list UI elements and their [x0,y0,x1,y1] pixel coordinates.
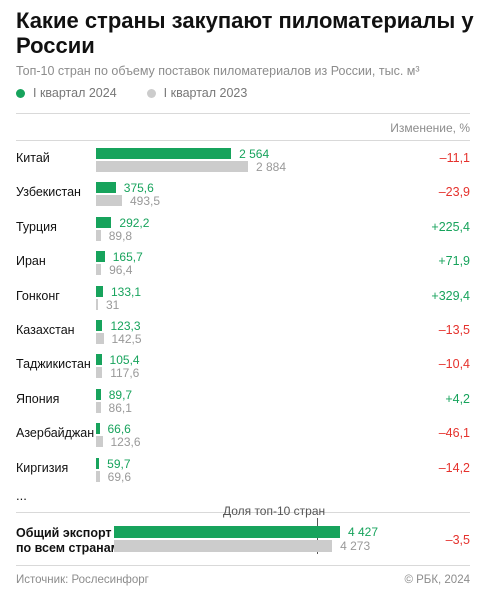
change-value: +71,9 [438,254,470,269]
bar-2023 [96,161,248,172]
chart-row: Гонконг 133,1 31 +329,4 [16,284,470,320]
bar-2023 [96,470,100,482]
bar-2024 [96,216,112,228]
copyright-text: © РБК, 2024 [404,574,470,586]
bar-2024 [96,320,103,331]
total-label: Общий экспорт по всем странам [16,526,120,555]
change-value: –11,1 [439,151,470,165]
change-value: –23,9 [438,185,470,200]
legend-label-2024: I квартал 2024 [33,86,117,100]
value-label-2023: 2 884 [256,160,287,174]
change-value: –10,4 [438,357,470,372]
bar-2023 [96,367,103,379]
top10-share-label: Доля топ-10 стран [222,504,326,518]
change-value: +4,2 [445,391,470,406]
total-divider [16,512,470,513]
chart-row: Азербайджан 66,6 123,6 –46,1 [16,423,470,457]
chart-row: Киргизия 59,7 69,6 –14,2 [16,456,470,492]
header-divider [16,140,470,141]
bar-2024 [96,457,100,469]
chart-row: Япония 89,7 86,1 +4,2 [16,387,470,423]
bar-2024 [96,354,102,366]
value-label-2023: 31 [106,297,120,312]
total-value-2024: 4 427 [348,525,379,539]
chart-row: Китай 2 564 2 884 –11,1 [16,148,470,182]
value-label-2024: 66,6 [107,422,131,437]
legend-item-2024: I квартал 2024 [16,86,117,100]
chart-subtitle: Топ-10 стран по объему поставок пиломате… [16,64,420,78]
bar-2023 [96,436,103,448]
chart-row: Таджикистан 105,4 117,6 –10,4 [16,354,470,388]
source-text: Источник: Рослесинфорг [16,574,149,586]
legend-label-2023: I квартал 2023 [163,86,248,100]
bar-2023 [96,195,122,207]
chart-title: Какие страны закупают пиломатериалы у Ро… [16,8,474,58]
value-label-2024: 292,2 [119,215,150,230]
value-label-2024: 59,7 [107,456,131,471]
value-label-2024: 89,7 [108,387,133,402]
bar-2024 [96,251,105,263]
bar-2023 [96,229,101,241]
country-label: Китай [16,151,50,165]
value-label-2023: 69,6 [107,469,132,484]
bar-2024 [96,388,101,400]
value-label-2024: 375,6 [123,181,154,196]
total-change-value: –3,5 [445,533,470,547]
value-label-2023: 142,5 [111,332,142,346]
country-label: Казахстан [16,323,75,337]
change-value: –13,5 [438,323,470,337]
country-label: Япония [16,391,60,406]
value-label-2023: 117,6 [110,366,140,381]
change-value: +329,4 [431,288,470,303]
bar-2023 [96,401,101,413]
country-label: Турция [16,219,57,234]
value-label-2023: 89,8 [108,228,133,243]
ellipsis: ... [16,488,27,503]
chart-row: Казахстан 123,3 142,5 –13,5 [16,320,470,354]
country-label: Киргизия [16,460,69,475]
top-divider [16,113,470,114]
value-label-2024: 133,1 [111,284,142,299]
bar-2023 [96,264,102,276]
change-value: +225,4 [431,219,470,234]
legend-item-2023: I квартал 2023 [146,86,248,100]
legend-dot-2023 [146,88,156,98]
value-label-2024: 2 564 [239,147,270,161]
country-label: Таджикистан [16,357,91,372]
value-label-2024: 105,4 [109,353,140,368]
total-bar-2024 [114,526,340,538]
chart-row: Турция 292,2 89,8 +225,4 [16,215,470,251]
bar-2024 [96,423,100,435]
bar-2023 [96,333,104,344]
value-label-2023: 86,1 [108,400,132,415]
bar-2024 [96,285,103,297]
total-value-2023: 4 273 [340,539,371,553]
chart-row: Узбекистан 375,6 493,5 –23,9 [16,182,470,216]
chart-row: Иран 165,7 96,4 +71,9 [16,251,470,285]
value-label-2024: 123,3 [110,319,141,333]
legend-dot-2024 [16,88,25,98]
value-label-2023: 493,5 [130,194,161,209]
value-label-2023: 123,6 [110,435,141,450]
change-value: –14,2 [438,460,470,475]
change-value: –46,1 [438,426,470,441]
total-bar-2023 [114,540,333,552]
bar-2024 [96,182,116,194]
footer-divider [16,565,470,566]
country-label: Азербайджан [16,426,95,441]
country-label: Гонконг [16,288,60,303]
country-label: Иран [16,254,46,269]
legend: I квартал 2024 I квартал 2023 [16,86,277,100]
value-label-2024: 165,7 [112,250,143,265]
country-label: Узбекистан [16,185,81,200]
change-header: Изменение, % [390,121,470,135]
value-label-2023: 96,4 [109,263,133,278]
bar-2024 [96,148,232,159]
bar-2023 [96,298,98,310]
